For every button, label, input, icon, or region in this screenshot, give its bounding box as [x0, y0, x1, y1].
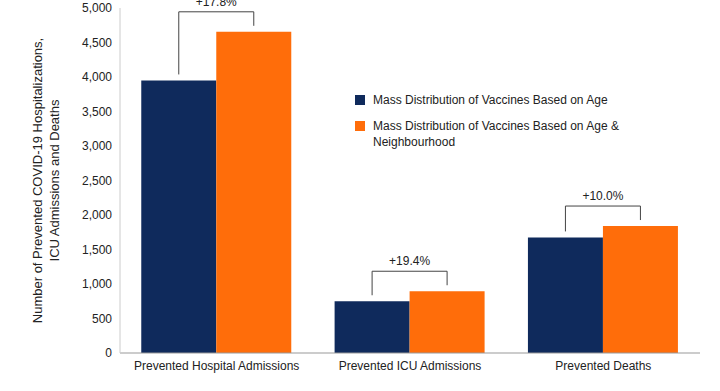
svg-text:0: 0 — [105, 346, 112, 360]
svg-text:+19.4%: +19.4% — [389, 254, 430, 268]
svg-text:1,000: 1,000 — [82, 277, 112, 291]
svg-text:Number of Prevented COVID-19 H: Number of Prevented COVID-19 Hospitaliza… — [30, 38, 45, 323]
svg-text:2,500: 2,500 — [82, 174, 112, 188]
svg-text:4,000: 4,000 — [82, 70, 112, 84]
svg-text:Prevented Deaths: Prevented Deaths — [555, 359, 651, 373]
svg-text:+17.8%: +17.8% — [196, 0, 237, 9]
svg-text:ICU Admissions and Deaths: ICU Admissions and Deaths — [47, 99, 62, 261]
svg-text:5,000: 5,000 — [82, 1, 112, 15]
html-text:Mass Distribution of Vaccines: Mass Distribution of Vaccines Based on A… — [373, 93, 608, 107]
svg-text:500: 500 — [92, 312, 112, 326]
svg-text:2,000: 2,000 — [82, 208, 112, 222]
svg-text:Prevented ICU Admissions: Prevented ICU Admissions — [339, 359, 482, 373]
svg-text:4,500: 4,500 — [82, 36, 112, 50]
svg-text:1,500: 1,500 — [82, 243, 112, 257]
html-text:Mass Distribution of Vaccines: Mass Distribution of Vaccines Based on A… — [373, 119, 619, 149]
svg-text:3,500: 3,500 — [82, 105, 112, 119]
svg-text:3,000: 3,000 — [82, 139, 112, 153]
svg-text:Prevented Hospital Admissions: Prevented Hospital Admissions — [134, 359, 299, 373]
svg-text:+10.0%: +10.0% — [582, 189, 623, 203]
